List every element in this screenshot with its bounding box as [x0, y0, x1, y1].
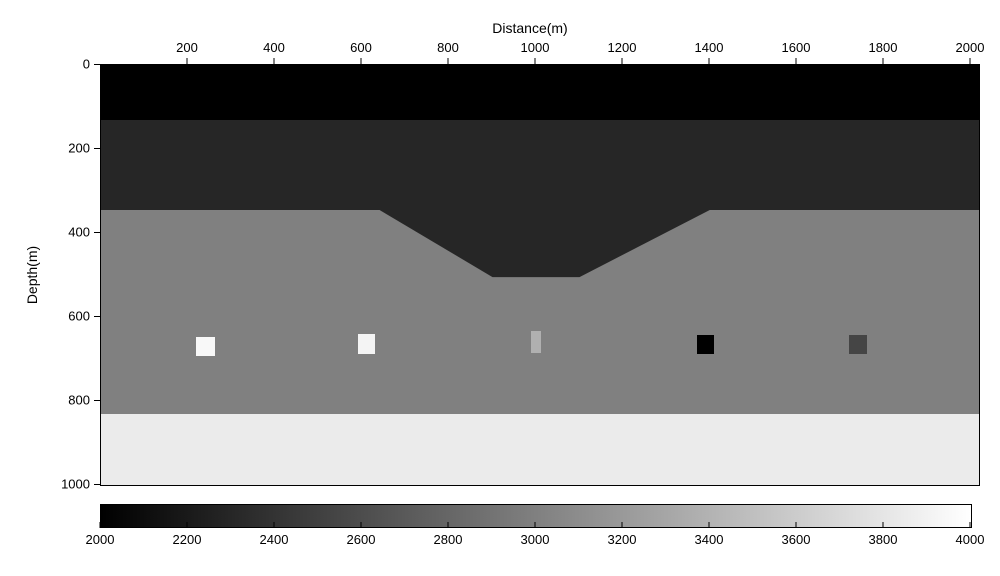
x-tick-label: 1800 — [869, 40, 898, 55]
x-axis-label: Distance(m) — [80, 20, 980, 36]
x-tick-label: 1200 — [608, 40, 637, 55]
colorbar-tick-label: 2200 — [173, 532, 202, 547]
y-axis-label: Depth(m) — [24, 246, 40, 304]
x-tick-label: 1000 — [521, 40, 550, 55]
y-tick-label: 0 — [83, 57, 90, 72]
y-tick-label: 200 — [68, 141, 90, 156]
colorbar-tick-label: 3200 — [608, 532, 637, 547]
y-tick-label: 600 — [68, 309, 90, 324]
colorbar: 2000220024002600280030003200340036003800… — [100, 504, 970, 556]
x-tick-label: 800 — [437, 40, 459, 55]
colorbar-ticks: 2000220024002600280030003200340036003800… — [100, 532, 970, 556]
anomaly-1 — [196, 337, 216, 356]
y-tick-label: 800 — [68, 393, 90, 408]
colorbar-tick-label: 3000 — [521, 532, 550, 547]
x-tick-label: 200 — [176, 40, 198, 55]
colorbar-tick-label: 2000 — [86, 532, 115, 547]
notch-trapezoid — [379, 210, 710, 277]
colorbar-tick-label: 4000 — [956, 532, 985, 547]
colorbar-tick-label: 2600 — [347, 532, 376, 547]
colorbar-tick-label: 3600 — [782, 532, 811, 547]
colorbar-tick-label: 2400 — [260, 532, 289, 547]
plot-area — [100, 64, 980, 486]
x-tick-label: 600 — [350, 40, 372, 55]
colorbar-tick-label: 2800 — [434, 532, 463, 547]
anomaly-4 — [697, 335, 714, 354]
x-tick-label: 1400 — [695, 40, 724, 55]
anomaly-2 — [358, 334, 375, 354]
y-tick-label: 400 — [68, 225, 90, 240]
colorbar-tick-label: 3800 — [869, 532, 898, 547]
x-axis-ticks: 200400600800100012001400160018002000 — [100, 40, 970, 64]
y-tick-label: 1000 — [61, 477, 90, 492]
x-tick-label: 2000 — [956, 40, 985, 55]
anomaly-3 — [531, 331, 541, 353]
y-axis-ticks: 02004006008001000 — [44, 64, 100, 484]
anomaly-5 — [849, 335, 866, 354]
colorbar-tick-label: 3400 — [695, 532, 724, 547]
x-tick-label: 1600 — [782, 40, 811, 55]
x-tick-label: 400 — [263, 40, 285, 55]
colorbar-gradient — [100, 504, 972, 528]
velocity-model-figure: Distance(m) 200 400 600 800 1000 1200 1400 1600… — [20, 20, 980, 556]
